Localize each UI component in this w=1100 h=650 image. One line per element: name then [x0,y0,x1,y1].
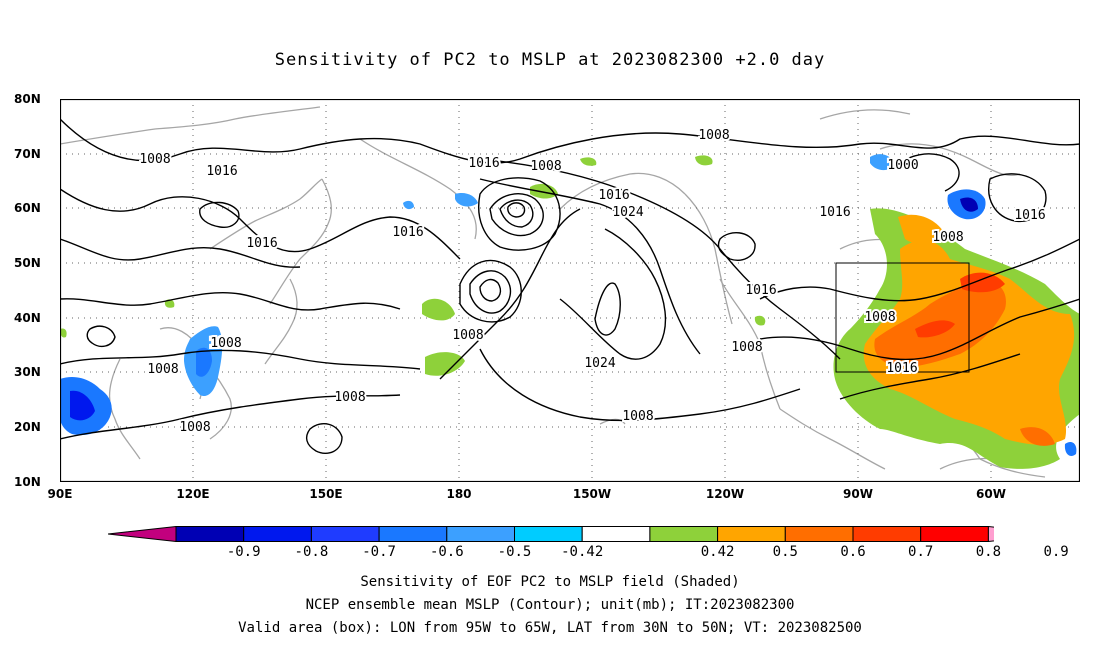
lon-label-60w: 60W [976,487,1006,501]
colorbar-tick-label: -0.7 [362,544,396,560]
mslp-contours [60,118,1080,455]
colorbar-tick-label: -0.5 [497,544,532,560]
caption-line-1: Sensitivity of EOF PC2 to MSLP field (Sh… [360,574,740,590]
colorbar-swatch [243,526,312,542]
lon-label-120w: 120W [705,487,745,501]
colorbar-swatch [175,526,245,542]
lon-label-150w: 150W [572,487,612,501]
contour-label: 1008 [147,362,178,377]
contour-label: 1016 [819,205,850,220]
colorbar-swatch [378,526,448,542]
contour-label: 1008 [179,420,210,435]
contour-label: 1008 [698,128,729,143]
colorbar-tick-label: 0.42 [700,544,735,560]
colorbar-left-arrow [108,526,177,542]
contour-label: 1008 [334,390,365,405]
lon-label-90e: 90E [47,487,73,501]
colorbar-tick-label: 0.5 [772,544,798,560]
lon-label-150e: 150E [309,487,343,501]
lat-label-40n: 40N [14,311,41,325]
colorbar-tick-label: 0.9 [1043,544,1069,560]
colorbar-tick-label: -0.8 [294,544,329,560]
contour-label: 1016 [246,236,277,251]
lat-label-50n: 50N [14,256,41,270]
map-title: Sensitivity of PC2 to MSLP at 2023082300… [274,50,826,70]
shaded-sensitivity [60,154,1080,469]
contour-label: 1008 [210,336,241,351]
colorbar-swatch [310,526,380,542]
lon-label-180: 180 [446,487,472,501]
colorbar-right-arrow [987,526,994,542]
contour-label: 1016 [886,361,917,376]
contour-label: 1016 [392,225,423,240]
graticule [60,99,1080,482]
contour-label: 1024 [584,356,615,371]
contour-label: 1008 [452,328,483,343]
colorbar-swatch [784,526,854,542]
lat-label-70n: 70N [14,147,41,161]
caption-line-2: NCEP ensemble mean MSLP (Contour); unit(… [305,597,795,613]
colorbar-swatch [852,526,922,542]
colorbar-swatch [514,526,583,542]
lon-label-90w: 90W [843,487,873,501]
colorbar-tick-label: -0.6 [429,544,464,560]
colorbar-swatch [717,526,786,542]
colorbar-tick-label: -0.9 [226,544,261,560]
contour-label: 1008 [530,159,561,174]
colorbar-tick-label: -0.42 [561,544,604,560]
contour-label: 1008 [139,152,170,167]
map-frame [60,99,1080,482]
colorbar-tick-label: 0.6 [840,544,866,560]
contour-label: 1016 [468,156,499,171]
colorbar [108,526,994,542]
colorbar-swatch [446,526,515,542]
contour-label: 1016 [206,164,237,179]
lon-label-120e: 120E [176,487,210,501]
colorbar-tick-label: 0.7 [908,544,934,560]
caption-line-3: Valid area (box): LON from 95W to 65W, L… [238,620,862,636]
contour-label: 1008 [622,409,653,424]
contour-label: 1016 [1014,208,1045,223]
contour-label: 1016 [745,283,776,298]
colorbar-swatch [649,526,719,542]
contour-label: 1008 [209,336,240,351]
contour-label: 1008 [932,230,963,245]
colorbar-tick-label: 0.8 [975,544,1002,560]
valid-area-box [835,262,970,373]
mslp-sensitivity-map: 1008 1016 1008 1016 1016 1008 1016 1024 … [60,99,1080,482]
lat-label-30n: 30N [14,365,41,379]
contour-labels: 1008 1016 1008 1016 1016 1008 1016 1024 … [137,126,1047,437]
colorbar-swatch [920,526,989,542]
lat-label-80n: 80N [14,92,41,106]
contour-label: 1008 [731,340,762,355]
contour-label: 1008 [864,310,895,325]
colorbar-swatch [581,526,651,542]
contour-label: 1000 [887,158,918,173]
contour-label: 1016 [598,188,629,203]
lat-label-20n: 20N [14,420,41,434]
lat-label-10n: 10N [14,475,41,489]
contour-label: 1024 [612,205,643,220]
lat-label-60n: 60N [14,201,41,215]
